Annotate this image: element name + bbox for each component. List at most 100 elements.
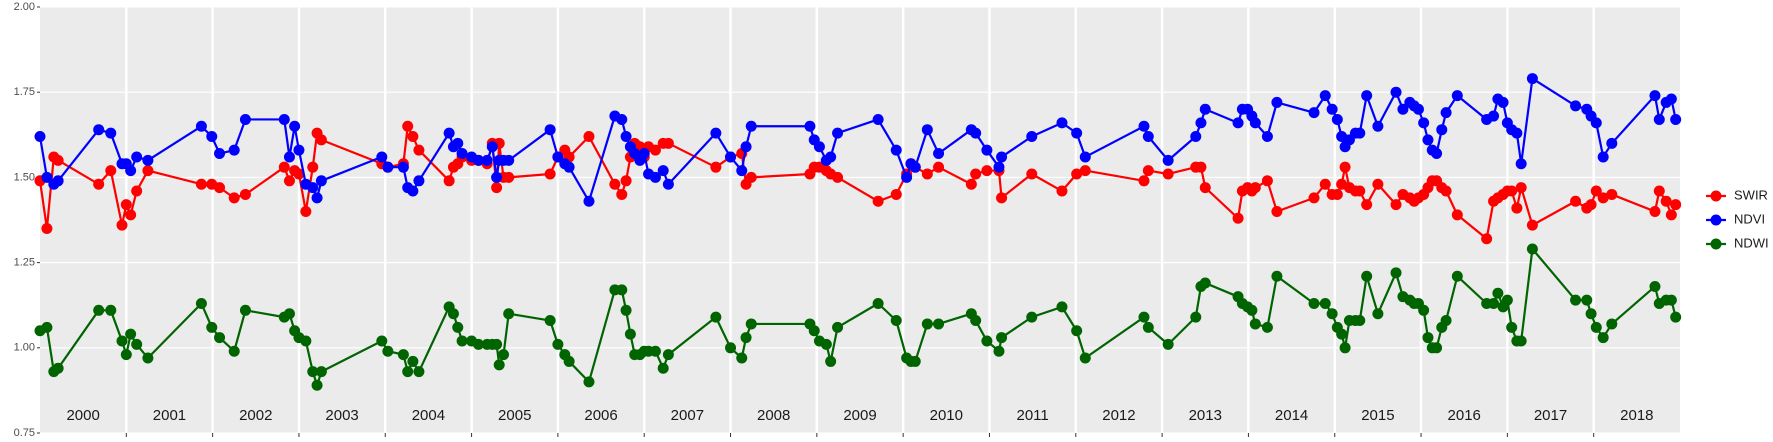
data-point — [125, 328, 137, 340]
data-point — [1412, 103, 1424, 115]
data-point — [142, 154, 154, 166]
data-point — [1319, 90, 1331, 102]
data-point — [1326, 103, 1338, 115]
data-point — [456, 148, 468, 160]
y-tick-label: 0.75 — [14, 427, 35, 439]
data-point — [293, 168, 305, 180]
data-point — [1026, 131, 1038, 143]
data-point — [872, 297, 884, 309]
data-point — [1319, 297, 1331, 309]
data-point — [105, 127, 117, 139]
data-point — [1246, 304, 1258, 316]
data-point — [472, 338, 484, 350]
data-point — [1354, 315, 1366, 327]
data-point — [1249, 318, 1261, 330]
year-label: 2010 — [930, 407, 963, 424]
data-point — [452, 137, 464, 149]
data-point — [1271, 205, 1283, 217]
data-point — [981, 335, 993, 347]
data-point — [921, 168, 933, 180]
data-point — [1670, 199, 1682, 211]
data-point — [1308, 107, 1320, 119]
data-point — [1232, 117, 1244, 129]
data-point — [41, 321, 53, 333]
y-tick-label: 1.50 — [14, 171, 35, 183]
year-label: 2007 — [671, 407, 704, 424]
data-point — [616, 113, 628, 125]
data-point — [1261, 321, 1273, 333]
data-point — [1440, 107, 1452, 119]
data-point — [1515, 182, 1527, 194]
data-point — [1308, 297, 1320, 309]
data-point — [544, 124, 556, 136]
data-point — [214, 182, 226, 194]
data-point — [443, 127, 455, 139]
data-point — [1261, 175, 1273, 187]
data-point — [725, 151, 737, 163]
data-point — [813, 141, 825, 153]
data-point — [1079, 165, 1091, 177]
data-point — [745, 120, 757, 132]
data-point — [413, 175, 425, 187]
legend-marker — [1710, 214, 1722, 226]
data-point — [1261, 131, 1273, 143]
data-point — [1515, 335, 1527, 347]
data-point — [376, 335, 388, 347]
data-point — [1606, 188, 1618, 200]
data-point — [1326, 308, 1338, 320]
data-point — [1436, 124, 1448, 136]
data-point — [300, 205, 312, 217]
data-point — [1336, 328, 1348, 340]
data-point — [472, 154, 484, 166]
data-point — [105, 165, 117, 177]
data-point — [1570, 100, 1582, 112]
data-point — [1665, 93, 1677, 105]
data-point — [1653, 113, 1665, 125]
data-point — [832, 321, 844, 333]
data-point — [1506, 185, 1518, 197]
data-point — [832, 171, 844, 183]
data-point — [52, 175, 64, 187]
data-point — [493, 359, 505, 371]
year-label: 2008 — [757, 407, 790, 424]
data-point — [933, 161, 945, 173]
data-point — [1481, 233, 1493, 245]
data-point — [638, 148, 650, 160]
data-point — [206, 131, 218, 143]
data-point — [965, 178, 977, 190]
data-point — [1653, 185, 1665, 197]
data-point — [1390, 86, 1402, 98]
data-point — [120, 349, 132, 361]
data-point — [1354, 185, 1366, 197]
data-point — [872, 195, 884, 207]
y-tick-label: 1.00 — [14, 342, 35, 354]
data-point — [93, 304, 105, 316]
data-point — [293, 144, 305, 156]
data-point — [125, 165, 137, 177]
data-point — [1071, 168, 1083, 180]
data-point — [228, 192, 240, 204]
data-point — [228, 345, 240, 357]
data-point — [1440, 315, 1452, 327]
legend-marker — [1710, 190, 1722, 202]
data-point — [116, 219, 128, 231]
data-point — [486, 141, 498, 153]
data-point — [131, 338, 143, 350]
data-point — [397, 349, 409, 361]
data-point — [407, 131, 419, 143]
data-point — [93, 178, 105, 190]
data-point — [996, 192, 1008, 204]
data-point — [1590, 321, 1602, 333]
data-point — [397, 161, 409, 173]
data-point — [1199, 103, 1211, 115]
data-point — [563, 355, 575, 367]
data-point — [710, 161, 722, 173]
data-point — [890, 188, 902, 200]
data-point — [311, 192, 323, 204]
data-point — [1665, 294, 1677, 306]
data-point — [825, 151, 837, 163]
data-point — [1138, 311, 1150, 323]
data-point — [1526, 243, 1538, 255]
data-point — [300, 335, 312, 347]
